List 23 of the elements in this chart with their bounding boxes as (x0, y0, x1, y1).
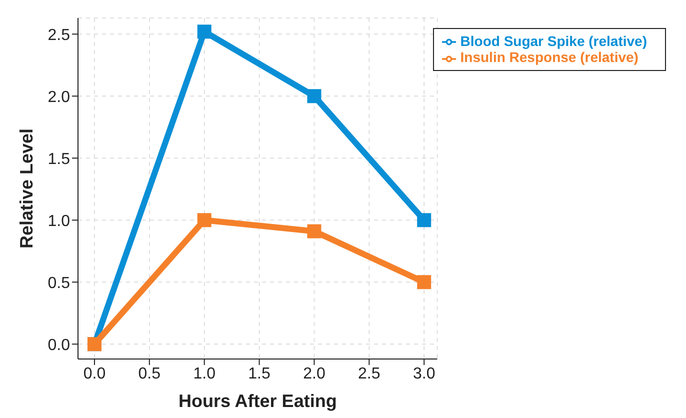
x-tick-label: 3.0 (412, 365, 436, 382)
y-tick-label: 2.5 (48, 26, 70, 44)
x-tick-label: 0.0 (83, 365, 106, 382)
x-axis-title: Hours After Eating (178, 391, 337, 411)
x-tick-label: 2.0 (303, 365, 326, 382)
point (197, 213, 212, 228)
x-tick-label: 0.5 (138, 365, 161, 382)
y-tick-label: 2.0 (48, 88, 70, 106)
x-tick-label: 2.5 (358, 365, 380, 382)
legend-label: Blood Sugar Spike (relative) (460, 33, 647, 49)
y-tick-label: 0.0 (48, 336, 70, 354)
y-tick-label: 0.5 (48, 274, 70, 292)
x-tick-label: 1.5 (248, 365, 271, 382)
y-tick-label: 1.5 (48, 150, 70, 168)
legend-label: Insulin Response (relative) (460, 49, 638, 66)
point (307, 89, 322, 104)
point (417, 213, 432, 228)
y-tick-label: 1.0 (48, 212, 70, 230)
point (307, 224, 322, 238)
point (417, 275, 432, 290)
x-tick-label: 1.0 (193, 365, 216, 382)
y-axis-title: Relative Level (16, 128, 36, 249)
point (197, 24, 212, 39)
